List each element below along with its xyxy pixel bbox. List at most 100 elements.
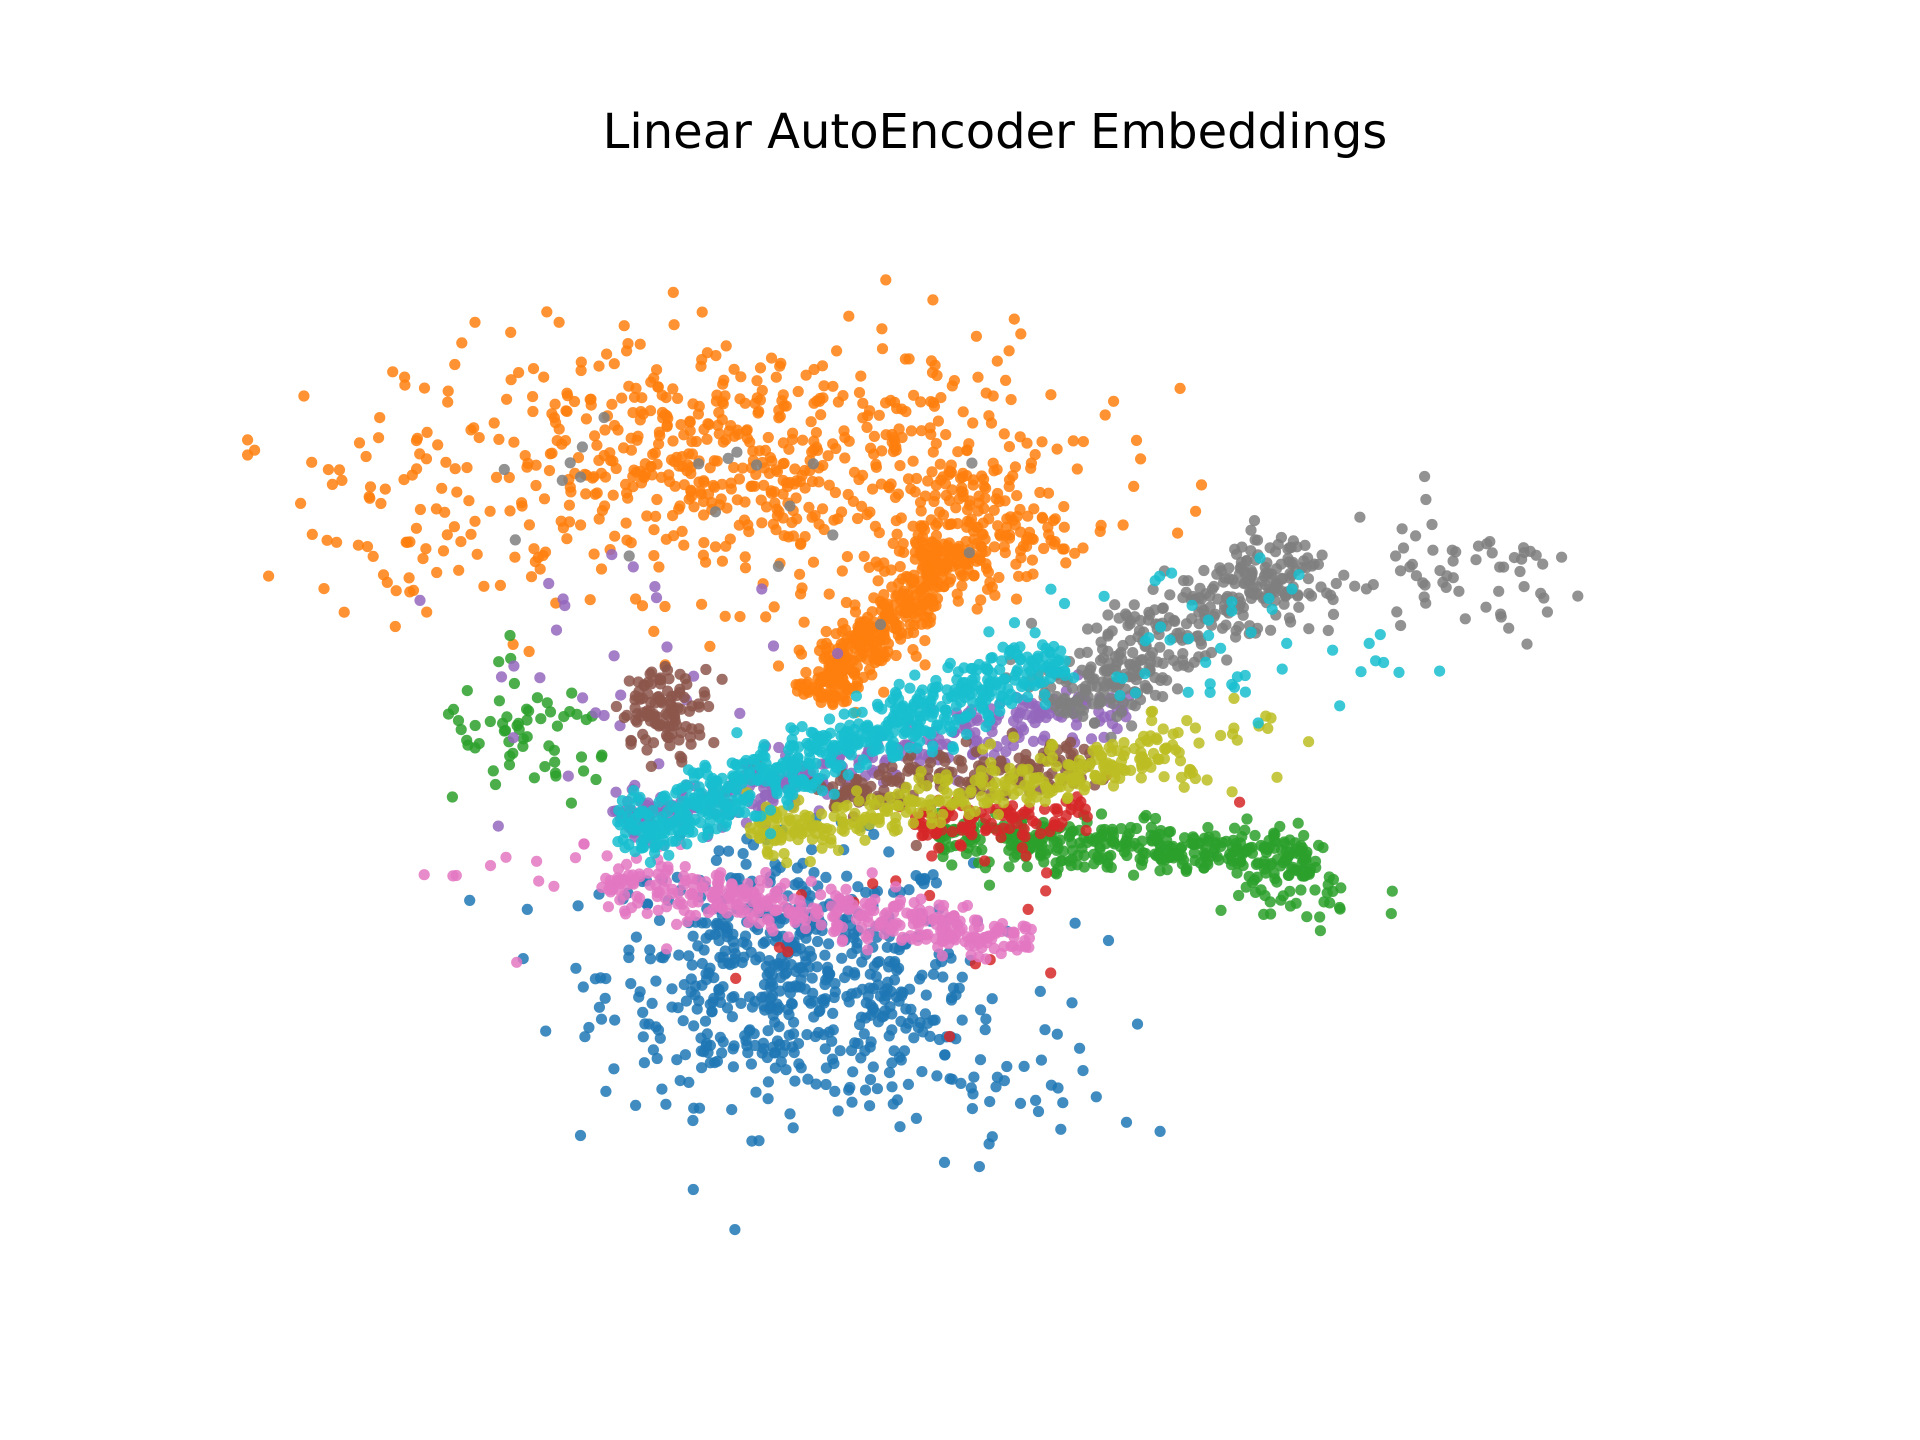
scatter-point-series-1	[367, 550, 379, 563]
scatter-point-series-1	[505, 326, 517, 338]
scatter-point-series-1	[1077, 542, 1089, 554]
scatter-point-series-0	[786, 1041, 799, 1053]
scatter-point-series-9	[749, 810, 761, 822]
scatter-point-series-1	[1007, 470, 1019, 482]
scatter-point-series-5	[625, 734, 637, 747]
scatter-point-series-6	[736, 895, 748, 907]
scatter-point-series-5	[700, 663, 712, 676]
scatter-point-series-1	[823, 479, 835, 491]
scatter-point-series-9	[770, 774, 782, 786]
scatter-point-series-7	[1216, 622, 1229, 634]
scatter-point-series-5	[716, 673, 728, 685]
scatter-point-series-3	[1234, 796, 1246, 808]
scatter-point-series-1	[648, 550, 660, 562]
scatter-point-series-0	[819, 949, 831, 961]
scatter-point-series-0	[937, 971, 949, 983]
scatter-point-series-6	[764, 893, 776, 905]
scatter-point-series-0	[735, 997, 747, 1010]
scatter-point-series-3	[1045, 967, 1057, 979]
scatter-point-series-1	[754, 362, 767, 374]
scatter-point-series-1	[648, 372, 660, 384]
scatter-point-series-5	[953, 754, 965, 766]
scatter-point-series-9	[997, 641, 1009, 653]
scatter-point-series-0	[758, 1000, 770, 1012]
scatter-point-series-2	[1268, 842, 1281, 854]
scatter-point-series-1	[432, 439, 444, 451]
scatter-point-series-1	[998, 428, 1010, 440]
scatter-point-series-6	[767, 925, 779, 937]
scatter-point-series-8	[913, 772, 925, 784]
scatter-point-series-1	[735, 371, 747, 383]
scatter-point-series-1	[983, 513, 995, 525]
scatter-point-series-9	[788, 724, 800, 737]
scatter-point-series-7	[556, 474, 568, 486]
scatter-point-series-9	[760, 757, 772, 770]
scatter-point-series-1	[697, 549, 710, 561]
scatter-point-series-7	[1164, 589, 1176, 601]
scatter-point-series-1	[733, 519, 745, 531]
scatter-point-series-9	[1363, 637, 1375, 650]
scatter-point-series-0	[651, 1052, 663, 1065]
scatter-point-series-9	[1014, 653, 1027, 666]
scatter-point-series-4	[971, 714, 983, 727]
scatter-point-series-0	[812, 935, 824, 948]
scatter-point-series-0	[793, 1058, 805, 1070]
scatter-point-series-1	[336, 474, 348, 486]
scatter-point-series-0	[1014, 1097, 1027, 1109]
scatter-point-series-1	[975, 594, 987, 606]
scatter-point-series-1	[650, 510, 662, 522]
scatter-point-series-7	[1397, 542, 1410, 554]
scatter-point-series-1	[399, 371, 411, 383]
scatter-point-series-1	[927, 397, 940, 409]
scatter-point-series-7	[1493, 585, 1505, 597]
scatter-point-series-7	[1157, 657, 1169, 670]
scatter-point-series-9	[793, 741, 805, 753]
scatter-point-series-5	[889, 774, 902, 787]
scatter-point-series-0	[905, 1003, 917, 1016]
scatter-point-series-1	[469, 316, 481, 328]
scatter-point-series-4	[649, 581, 661, 593]
scatter-point-series-9	[1263, 592, 1275, 605]
scatter-point-series-0	[806, 972, 818, 984]
scatter-point-series-1	[1060, 557, 1072, 569]
scatter-point-series-0	[713, 925, 726, 937]
scatter-point-series-0	[650, 975, 662, 987]
scatter-point-series-0	[860, 886, 872, 899]
scatter-point-series-6	[971, 914, 984, 926]
scatter-point-series-6	[704, 886, 716, 898]
scatter-point-series-0	[886, 1024, 898, 1036]
scatter-point-series-6	[634, 892, 646, 904]
scatter-point-series-1	[827, 380, 839, 392]
scatter-point-series-1	[374, 412, 386, 424]
scatter-point-series-1	[973, 490, 985, 502]
scatter-point-series-1	[321, 534, 333, 546]
scatter-point-series-1	[963, 438, 975, 450]
scatter-point-series-5	[662, 685, 674, 697]
scatter-point-series-8	[1271, 771, 1283, 783]
scatter-point-series-1	[808, 681, 821, 693]
scatter-point-series-8	[938, 783, 950, 795]
scatter-point-series-1	[1037, 512, 1049, 524]
scatter-point-series-1	[488, 417, 500, 429]
scatter-point-series-1	[541, 306, 553, 318]
scatter-point-series-7	[1275, 531, 1287, 544]
scatter-point-series-0	[691, 1003, 703, 1015]
scatter-point-series-6	[922, 928, 934, 941]
scatter-point-series-7	[772, 560, 785, 573]
scatter-point-series-0	[894, 1121, 906, 1133]
scatter-point-series-3	[946, 826, 959, 838]
scatter-point-series-1	[1013, 570, 1025, 582]
scatter-point-series-9	[658, 834, 670, 847]
scatter-point-series-1	[561, 387, 573, 399]
scatter-point-series-1	[641, 510, 653, 522]
scatter-point-series-8	[933, 794, 945, 807]
scatter-point-series-2	[1309, 855, 1322, 867]
scatter-point-series-1	[1195, 479, 1208, 491]
scatter-point-series-2	[1151, 832, 1163, 844]
scatter-point-series-1	[1067, 435, 1079, 447]
scatter-point-series-7	[1535, 587, 1547, 600]
scatter-point-series-1	[878, 557, 890, 569]
scatter-point-series-0	[680, 995, 693, 1007]
scatter-point-series-0	[1102, 934, 1115, 947]
scatter-point-series-2	[1274, 820, 1286, 833]
